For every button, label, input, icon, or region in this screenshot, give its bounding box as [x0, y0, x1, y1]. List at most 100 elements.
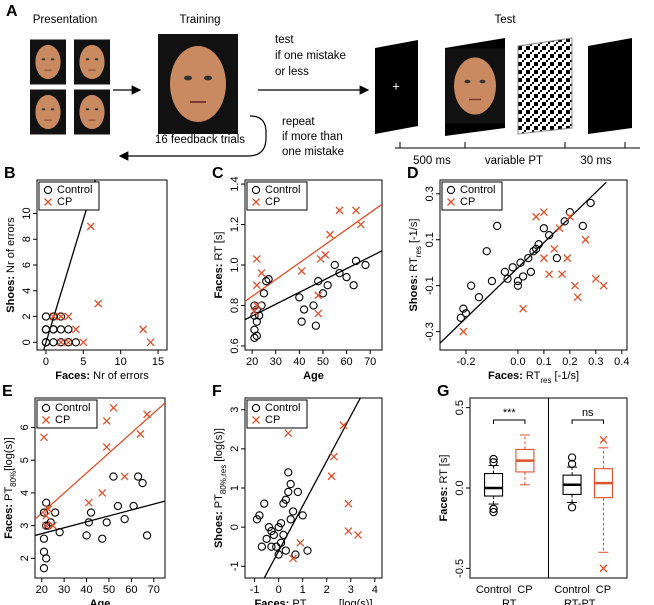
point	[279, 530, 288, 540]
x-tick-label: 60	[340, 356, 352, 368]
fit-line	[245, 203, 382, 302]
point	[49, 325, 58, 334]
point	[314, 309, 323, 318]
point	[41, 312, 51, 321]
point	[565, 212, 574, 221]
screen	[588, 38, 632, 134]
legend-marker	[251, 403, 261, 413]
point	[456, 313, 465, 322]
y-tick-label: 1	[229, 485, 241, 491]
x-tick-label: 0	[43, 356, 49, 368]
point	[297, 267, 306, 276]
point	[143, 410, 152, 419]
label-part: Shoes:	[5, 276, 17, 313]
y-tick-label: 5	[19, 457, 31, 463]
point	[284, 487, 293, 497]
fit-line	[35, 402, 165, 520]
point	[558, 270, 567, 279]
label-part: Faces:	[438, 487, 450, 522]
face	[454, 57, 496, 115]
y-tick-label: 2	[19, 555, 31, 561]
face-eye	[85, 58, 90, 61]
outlier	[567, 459, 577, 469]
point	[309, 301, 318, 310]
point	[342, 272, 351, 282]
x-tick-label: 50	[317, 356, 329, 368]
point	[56, 325, 66, 334]
point	[250, 333, 259, 343]
x-tick-label: 50	[103, 584, 115, 596]
point	[550, 244, 559, 253]
point	[86, 508, 96, 517]
point	[250, 325, 259, 334]
x-tick-label: 2	[324, 584, 330, 596]
legend-marker	[251, 185, 261, 195]
y-tick-label: 0.3	[424, 186, 436, 201]
plot-area	[440, 181, 608, 344]
y-tick-label: 3	[19, 523, 31, 529]
point	[42, 554, 51, 563]
label-part: RT	[523, 370, 541, 382]
significance-bracket	[493, 419, 526, 424]
point	[288, 507, 298, 516]
point	[529, 247, 538, 256]
point	[139, 325, 148, 334]
y-tick-label: 0.0	[454, 480, 466, 495]
point	[513, 281, 523, 290]
point	[327, 472, 336, 481]
y-tick-label: 4	[21, 288, 33, 294]
point	[252, 281, 261, 290]
point	[42, 498, 51, 507]
label-part: Faces:	[254, 598, 289, 605]
plot-frame	[34, 397, 166, 579]
axis-label: RT-PT80%	[564, 598, 612, 605]
x-tick-label: Control	[476, 584, 511, 596]
label-part: Faces:	[488, 370, 523, 382]
face-eye	[204, 75, 212, 81]
plot-area	[35, 402, 165, 573]
rule-text: or less	[275, 66, 309, 78]
point	[102, 443, 111, 452]
legend-label: CP	[55, 414, 70, 426]
point	[459, 327, 468, 336]
face	[35, 44, 61, 80]
point	[39, 534, 49, 543]
legend-label: CP	[265, 414, 280, 426]
point	[264, 275, 273, 284]
point	[284, 429, 293, 438]
label-part: [log(s)]	[213, 428, 225, 465]
label-part: RT [s]	[438, 455, 450, 487]
x-tick-label: 15	[152, 356, 164, 368]
point	[276, 519, 286, 528]
point	[563, 254, 572, 263]
point	[40, 433, 48, 442]
point	[560, 217, 569, 226]
point	[531, 244, 541, 254]
point	[291, 550, 300, 559]
axis-label: Faces: RT [s]	[438, 455, 450, 522]
label-part: [-1/s]	[408, 219, 420, 247]
panel-letter: G	[437, 383, 449, 400]
point	[267, 542, 276, 551]
label-part: res	[540, 376, 551, 385]
point	[257, 542, 266, 551]
legend-marker	[43, 185, 53, 195]
y-tick-label: 0.5	[454, 400, 466, 415]
point	[323, 281, 332, 290]
point	[41, 325, 51, 334]
point	[284, 468, 293, 477]
x-tick-label: -0.2	[456, 356, 475, 368]
label-part: PT	[213, 494, 225, 511]
axis-label: Age	[90, 598, 111, 605]
x-tick-label: CP	[596, 584, 611, 596]
y-tick-label: 0.8	[229, 298, 241, 313]
point	[361, 260, 370, 270]
x-tick-label: 20	[36, 584, 48, 596]
y-tick-label: 2	[21, 313, 33, 319]
x-tick-label: 5	[80, 356, 86, 368]
point	[94, 299, 103, 308]
y-tick-label: 10	[21, 207, 33, 219]
outlier	[489, 454, 498, 464]
y-tick-label: 0.6	[229, 338, 241, 353]
point	[349, 281, 358, 290]
